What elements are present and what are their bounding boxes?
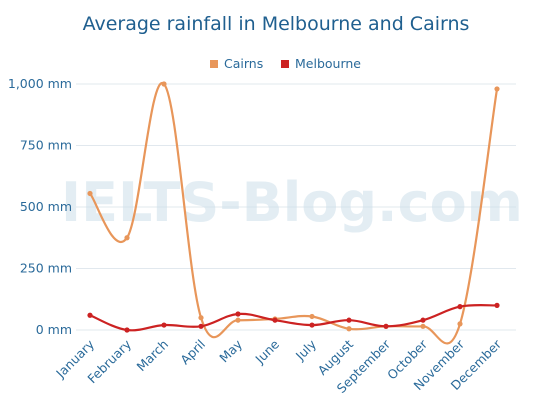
data-point-melbourne	[198, 323, 204, 329]
x-tick-label: April	[177, 337, 208, 368]
data-point-cairns	[235, 317, 241, 323]
chart-title: Average rainfall in Melbourne and Cairns	[83, 13, 470, 35]
legend: Cairns Melbourne	[210, 56, 361, 71]
data-point-melbourne	[420, 317, 426, 323]
data-point-melbourne	[346, 317, 352, 323]
y-tick-label: 1,000 mm	[8, 76, 72, 91]
data-point-cairns	[309, 313, 315, 320]
x-tick-label: May	[216, 336, 245, 365]
x-tick-label: June	[252, 336, 283, 367]
data-point-cairns	[87, 190, 93, 197]
data-point-cairns	[420, 323, 426, 329]
data-point-melbourne	[309, 322, 315, 328]
data-point-melbourne	[457, 304, 463, 310]
data-point-cairns	[161, 81, 167, 87]
data-point-melbourne	[87, 312, 93, 318]
watermark: IELTS-Blog.com	[61, 171, 523, 234]
legend-label-melbourne: Melbourne	[295, 56, 361, 71]
gridlines	[76, 83, 516, 331]
y-tick-label: 500 mm	[20, 199, 72, 214]
data-point-cairns	[346, 326, 352, 332]
data-point-cairns	[198, 315, 204, 321]
data-point-melbourne	[383, 323, 389, 329]
data-point-melbourne	[161, 322, 167, 328]
y-tick-label: 250 mm	[20, 261, 72, 276]
y-tick-label: 0 mm	[36, 322, 72, 337]
data-point-cairns	[494, 86, 500, 92]
data-point-cairns	[457, 321, 463, 327]
data-point-melbourne	[124, 327, 130, 333]
data-point-melbourne	[272, 317, 278, 323]
series-line-melbourne	[89, 304, 498, 332]
y-axis: 0 mm 250 mm 500 mm 750 mm 1,000 mm	[8, 76, 72, 337]
legend-label-cairns: Cairns	[224, 56, 263, 71]
data-point-melbourne	[235, 311, 241, 317]
legend-swatch-melbourne	[281, 60, 289, 68]
plot-area	[87, 81, 500, 345]
data-point-cairns	[124, 235, 130, 241]
legend-swatch-cairns	[210, 60, 218, 68]
y-tick-label: 750 mm	[20, 138, 72, 153]
data-point-melbourne	[494, 302, 500, 308]
x-tick-label: July	[292, 336, 320, 364]
x-tick-label: March	[134, 337, 172, 375]
